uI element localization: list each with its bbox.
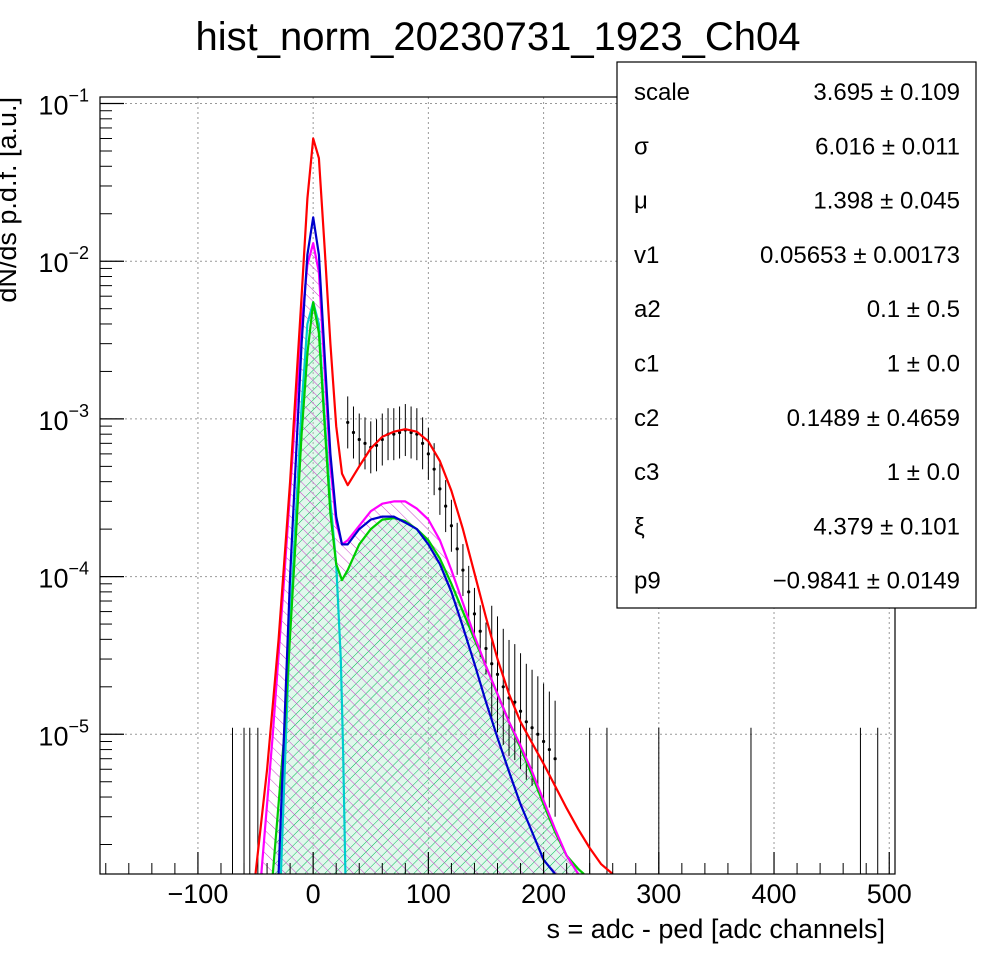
data-point <box>530 726 534 730</box>
y-tick-exponent: −3 <box>68 401 89 421</box>
data-point <box>346 420 350 425</box>
x-axis-label: s = adc - ped [adc channels] <box>547 914 885 944</box>
y-tick-exponent: −4 <box>68 559 89 579</box>
data-point <box>541 739 546 744</box>
x-tick-label: 300 <box>636 879 681 909</box>
data-point <box>524 720 528 724</box>
stats-param-name: c1 <box>634 351 659 378</box>
stats-param-name: c3 <box>634 459 659 486</box>
data-point <box>421 441 425 445</box>
stats-param-value: 1 ± 0.0 <box>887 351 960 378</box>
data-point <box>467 590 471 594</box>
x-axis: −100 0 100 200 300 400 500 <box>105 852 912 909</box>
stats-param-value: 1.398 ± 0.045 <box>813 188 960 215</box>
x-tick-label: −100 <box>168 879 229 909</box>
data-point <box>432 467 436 471</box>
y-tick-label: 10−5 <box>38 716 89 751</box>
data-point <box>495 672 500 676</box>
y-tick-base: 10 <box>38 91 68 121</box>
y-axis-label: dN/ds p.d.f. [a.u.] <box>0 97 22 303</box>
data-point <box>513 700 517 704</box>
y-tick-label: 10−1 <box>38 86 89 121</box>
stats-param-value: 4.379 ± 0.101 <box>813 513 960 540</box>
stats-param-value: 3.695 ± 0.109 <box>813 79 960 106</box>
y-axis: 10−110−210−310−410−5 <box>38 86 124 845</box>
x-tick-label: 100 <box>406 879 451 909</box>
data-point <box>449 524 454 528</box>
data-point <box>426 452 430 456</box>
data-point <box>472 612 477 616</box>
stats-param-value: 1 ± 0.0 <box>887 459 960 486</box>
data-point <box>547 747 551 752</box>
stats-param-value: −0.9841 ± 0.0149 <box>773 568 960 595</box>
data-point <box>518 709 523 713</box>
data-point <box>392 432 396 436</box>
stats-param-name: a2 <box>634 296 661 323</box>
data-point <box>501 685 505 689</box>
data-point <box>484 646 488 651</box>
chart-title: hist_norm_20230731_1923_Ch04 <box>196 15 801 59</box>
data-point <box>478 629 482 633</box>
data-point <box>438 487 442 491</box>
x-tick-label: 400 <box>751 879 796 909</box>
stats-param-value: 0.1489 ± 0.4659 <box>787 405 960 432</box>
stats-param-value: 0.05653 ± 0.00173 <box>760 242 960 269</box>
data-point <box>444 504 448 508</box>
x-tick-label: 500 <box>867 879 912 909</box>
y-tick-label: 10−4 <box>38 559 89 594</box>
stats-param-name: p9 <box>634 568 661 595</box>
data-point <box>351 430 356 435</box>
y-tick-label: 10−3 <box>38 401 89 436</box>
stats-box-frame <box>616 61 977 609</box>
stats-param-name: μ <box>634 188 648 215</box>
y-tick-base: 10 <box>38 564 68 594</box>
x-tick-label: 200 <box>521 879 566 909</box>
stats-param-value: 0.1 ± 0.5 <box>867 296 960 323</box>
y-tick-base: 10 <box>38 406 68 436</box>
stats-param-value: 6.016 ± 0.011 <box>815 133 960 160</box>
data-point <box>536 732 540 736</box>
y-tick-base: 10 <box>38 721 68 751</box>
x-tick-label: 0 <box>306 879 321 909</box>
y-tick-exponent: −5 <box>68 716 89 736</box>
fit-curve <box>271 301 585 874</box>
stats-param-name: c2 <box>634 405 659 432</box>
data-point <box>490 662 494 666</box>
component-fills <box>261 243 584 874</box>
stats-param-name: ξ <box>634 513 645 540</box>
data-point <box>553 757 557 761</box>
component-hatch <box>261 243 579 874</box>
stats-param-name: v1 <box>634 242 659 269</box>
y-tick-exponent: −2 <box>68 243 89 263</box>
data-point <box>461 568 465 572</box>
stats-rows: scale 3.695 ± 0.109 σ 6.016 ± 0.011 μ 1.398 ±… <box>634 79 960 595</box>
y-tick-exponent: −1 <box>68 86 89 106</box>
stats-param-name: σ <box>634 133 649 160</box>
data-point <box>455 547 459 551</box>
stats-param-name: scale <box>634 79 690 106</box>
fit-curves <box>254 137 614 874</box>
data-point <box>357 437 361 442</box>
fit-curve <box>277 216 556 874</box>
data-point <box>363 441 367 445</box>
stats-box: scale 3.695 ± 0.109 σ 6.016 ± 0.011 μ 1.398 ±… <box>616 61 977 609</box>
y-tick-label: 10−2 <box>38 243 89 278</box>
fit-curve <box>260 242 580 874</box>
y-tick-base: 10 <box>38 248 68 278</box>
fit-curve <box>254 137 614 874</box>
